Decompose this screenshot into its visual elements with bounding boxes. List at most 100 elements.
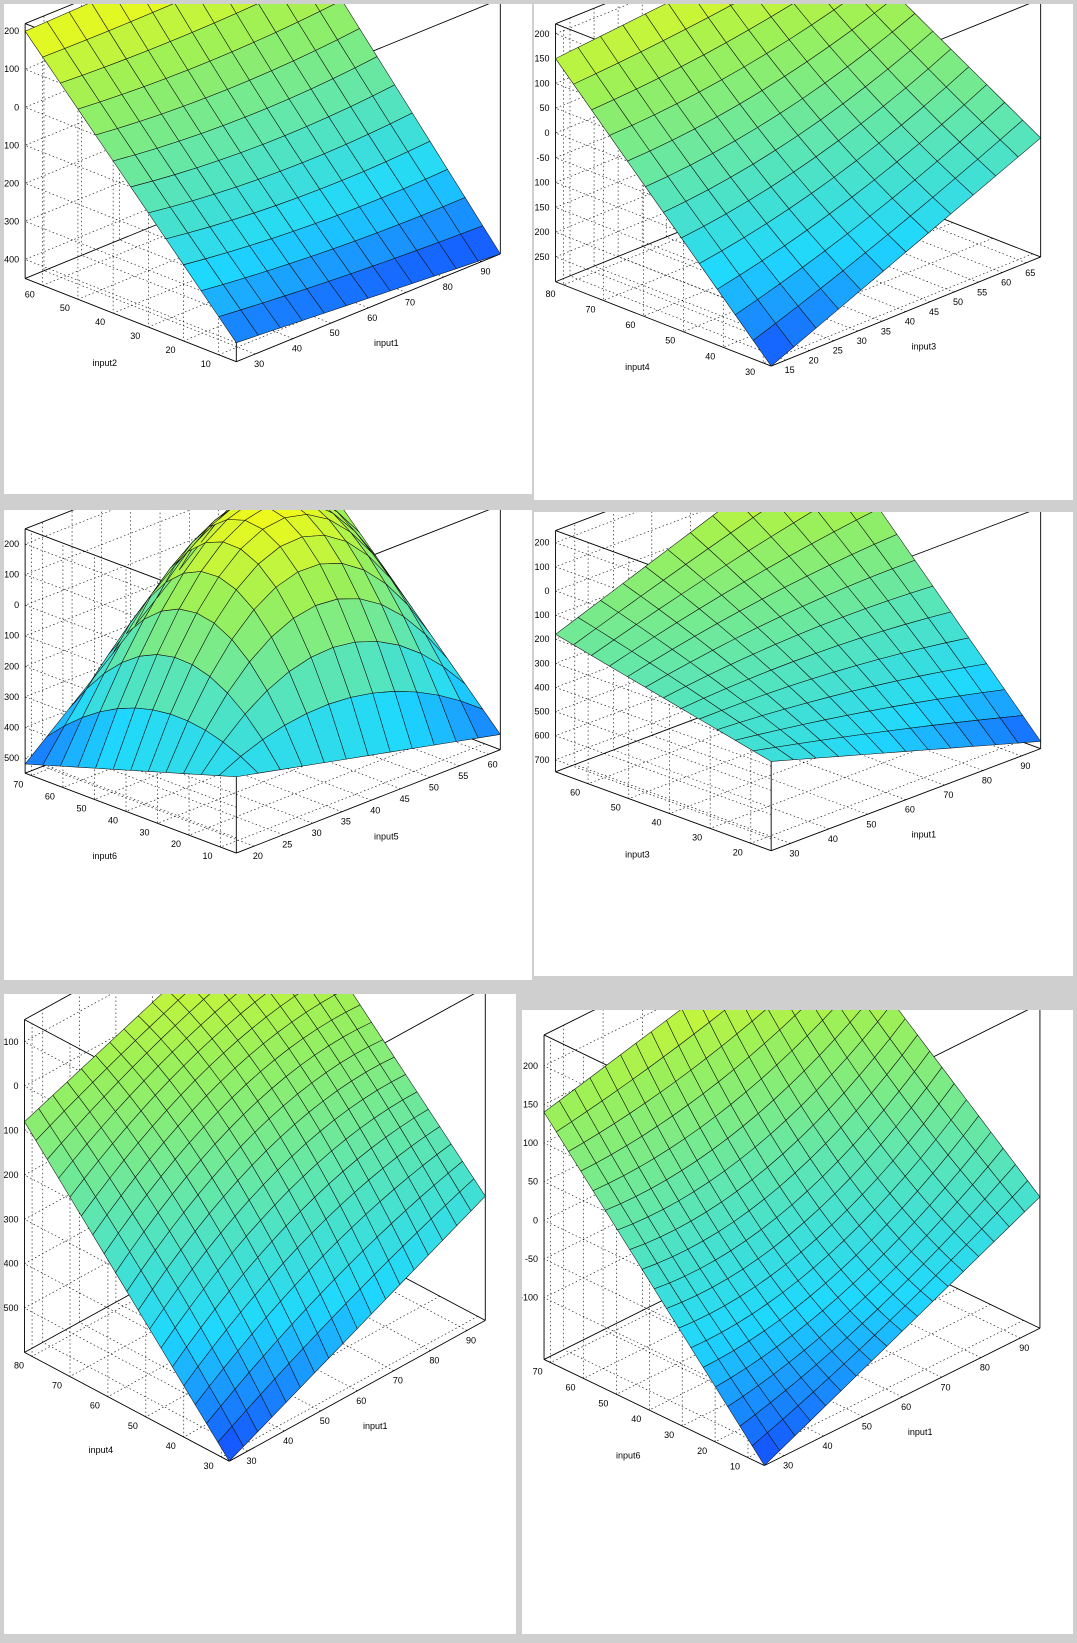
surface-cell	[815, 1010, 833, 1021]
plot-4-surface	[555, 512, 1041, 762]
plot-4-svg: 200 100 0 -100 -200 -300 -400 -500 -600 -700 30 40 5…	[534, 512, 1042, 859]
y-tick-label: 60	[45, 792, 55, 802]
surface-cell	[791, 1010, 802, 1016]
y-tick-label: 70	[52, 1381, 62, 1391]
z-tick-label: 0	[14, 102, 19, 112]
x-tick-label: 50	[330, 328, 340, 338]
z-tick-label: -600	[534, 731, 550, 741]
surface-plot-1: 200 100 0 -100 -200 -300 -400 30 40 50 60 70 80 90 10 2…	[4, 4, 532, 494]
x-tick-label: 40	[292, 344, 302, 354]
x-axis-label: input1	[912, 830, 937, 840]
x-tick-label: 70	[405, 297, 415, 307]
z-tick-label: 200	[523, 1061, 538, 1071]
y-tick-label: 70	[13, 780, 23, 790]
x-tick-label: 15	[785, 365, 795, 375]
x-tick-label: 25	[282, 840, 292, 850]
y-tick-label: 30	[139, 827, 149, 837]
x-tick-label: 60	[356, 1396, 366, 1406]
z-tick-label: 0	[533, 1215, 538, 1225]
x-tick-label: 60	[1001, 278, 1011, 288]
z-tick-label: -100	[522, 1293, 538, 1303]
z-tick-label: -400	[4, 1259, 18, 1269]
y-tick-label: 30	[130, 331, 140, 341]
plot-5-surface	[24, 994, 486, 1462]
y-tick-label: 70	[533, 1367, 543, 1377]
y-tick-label: 60	[565, 1382, 575, 1392]
x-axis-label: input1	[908, 1427, 933, 1437]
y-tick-label: 20	[733, 847, 743, 857]
z-tick-label: 0	[545, 586, 550, 596]
x-tick-label: 50	[953, 297, 963, 307]
z-tick-label: 200	[4, 539, 19, 549]
x-tick-label: 30	[789, 848, 799, 858]
x-tick-label: 65	[1025, 268, 1035, 278]
x-tick-label: 50	[866, 819, 876, 829]
x-axis-label: input1	[374, 338, 399, 348]
plot-5-ticks: 100 0 -100 -200 -300 -400 -500 30 40 50 60 70 80 90 30…	[4, 1037, 476, 1471]
y-tick-label: 40	[108, 815, 118, 825]
x-tick-label: 50	[862, 1421, 872, 1431]
x-tick-label: 45	[400, 794, 410, 804]
x-tick-label: 40	[283, 1436, 293, 1446]
z-tick-label: -200	[4, 661, 19, 671]
y-tick-label: 70	[585, 304, 595, 314]
surface-cell	[1012, 1180, 1041, 1213]
z-tick-label: -700	[534, 755, 550, 765]
y-axis-label: input4	[89, 1445, 114, 1455]
plot-2-surface	[555, 4, 1041, 367]
x-tick-label: 80	[443, 282, 453, 292]
x-tick-label: 50	[320, 1416, 330, 1426]
surface-cell	[828, 4, 843, 11]
z-tick-label: -50	[525, 1254, 538, 1264]
x-tick-label: 90	[480, 267, 490, 277]
z-tick-label: 100	[4, 570, 19, 580]
surface-plot-2: 200 150 100 50 0 -50 -100 -150 -200 -250 15 20 25 30 3…	[534, 4, 1073, 500]
surface-cell	[999, 119, 1041, 158]
x-tick-label: 60	[905, 805, 915, 815]
z-tick-label: 100	[4, 1037, 18, 1047]
z-tick-label: -300	[4, 216, 19, 226]
surface-cell	[222, 510, 230, 515]
z-tick-label: 0	[545, 128, 550, 138]
y-tick-label: 10	[203, 851, 213, 861]
y-axis-label: input2	[92, 358, 117, 368]
plot-1-surface	[24, 4, 501, 343]
x-tick-label: 70	[393, 1376, 403, 1386]
plot-3-ticks: 200 100 0 -100 -200 -300 -400 -500 20 25 30 35 40 45 5…	[4, 539, 498, 861]
plot-6-svg: 200 150 100 50 0 -50 -100 30 40 50 60 70 80 90 10 20 30 4…	[522, 1010, 1041, 1472]
plot-2-svg: 200 150 100 50 0 -50 -100 -150 -200 -250 15 20 25 30 3…	[534, 4, 1042, 377]
y-tick-label: 60	[570, 788, 580, 798]
x-tick-label: 30	[247, 1456, 257, 1466]
surface-cell	[999, 715, 1041, 744]
surface-cell	[459, 1178, 486, 1212]
x-tick-label: 35	[881, 326, 891, 336]
y-tick-label: 30	[664, 1430, 674, 1440]
plot-4-ticks: 200 100 0 -100 -200 -300 -400 -500 -600 -700 30 40 5…	[534, 538, 1030, 859]
z-tick-label: -400	[4, 254, 19, 264]
y-tick-label: 50	[598, 1398, 608, 1408]
x-tick-label: 30	[857, 336, 867, 346]
x-tick-label: 30	[254, 359, 264, 369]
z-tick-label: 200	[535, 29, 550, 39]
surface-cell	[868, 1010, 888, 1022]
y-tick-label: 30	[204, 1461, 214, 1471]
z-tick-label: 100	[535, 562, 550, 572]
x-tick-label: 90	[466, 1335, 476, 1345]
surface-plot-3: 200 100 0 -100 -200 -300 -400 -500 20 25 30 35 40 45 5…	[4, 510, 532, 980]
z-tick-label: -200	[534, 634, 550, 644]
y-tick-label: 20	[697, 1446, 707, 1456]
surface-plot-6: 200 150 100 50 0 -50 -100 30 40 50 60 70 80 90 10 20 30 4…	[522, 1010, 1073, 1634]
y-tick-label: 50	[611, 803, 621, 813]
z-tick-label: -100	[4, 140, 19, 150]
z-tick-label: -400	[4, 722, 19, 732]
z-tick-label: 100	[535, 78, 550, 88]
x-tick-label: 55	[977, 287, 987, 297]
plot-6-ticks: 200 150 100 50 0 -50 -100 30 40 50 60 70 80 90 10 20 30 4…	[522, 1061, 1029, 1472]
x-axis-label: input1	[363, 1421, 388, 1431]
z-tick-label: -500	[4, 1303, 18, 1313]
z-tick-label: -500	[4, 753, 19, 763]
x-tick-label: 80	[429, 1356, 439, 1366]
x-tick-label: 40	[905, 317, 915, 327]
x-tick-label: 40	[822, 1441, 832, 1451]
y-tick-label: 40	[705, 351, 715, 361]
